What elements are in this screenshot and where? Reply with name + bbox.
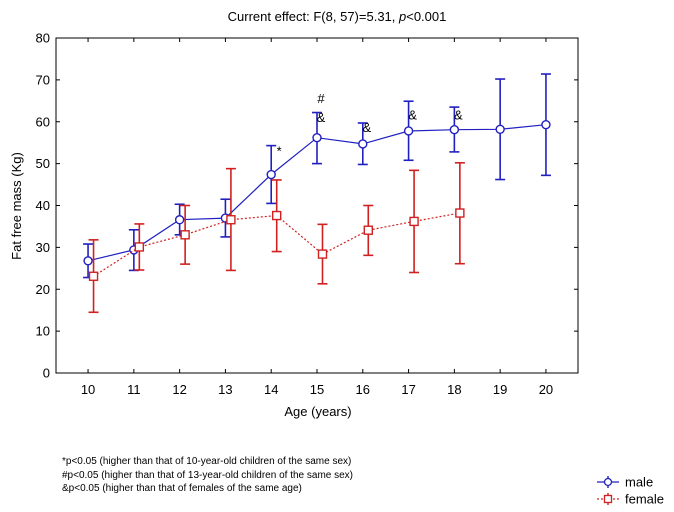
series-male (83, 73, 551, 279)
footnote-hash: #p<0.05 (higher than that of 13-year-old… (62, 469, 354, 481)
annotation-mark: & (408, 108, 417, 123)
footnote-star: *p<0.05 (higher than that of 10-year-old… (62, 456, 352, 467)
data-point-male (358, 139, 368, 149)
annotation-mark: & (454, 108, 463, 123)
legend-marker-female (603, 494, 613, 504)
y-tick-label: 70 (36, 72, 50, 87)
y-tick-label: 40 (36, 198, 50, 213)
data-point-female (363, 225, 373, 235)
legend: male female (597, 475, 664, 507)
data-point-female (180, 230, 190, 240)
data-point-female (226, 215, 236, 225)
data-point-male (495, 124, 505, 134)
data-point-male (541, 119, 551, 130)
y-tick-label: 30 (36, 240, 50, 255)
series-female (88, 161, 465, 314)
x-tick-label: 14 (264, 382, 278, 397)
chart-title: Current effect: F(8, 57)=5.31, p<0.001 (228, 9, 447, 24)
annotation-mark: & (317, 110, 326, 125)
x-tick-label: 20 (539, 382, 553, 397)
legend-marker-male (603, 477, 613, 487)
data-point-female (455, 208, 465, 218)
x-tick-label: 16 (356, 382, 370, 397)
x-tick-label: 19 (493, 382, 507, 397)
data-point-female (88, 271, 99, 281)
y-tick-label: 80 (36, 31, 50, 46)
legend-label-female: female (625, 492, 664, 507)
annotation-mark: * (277, 143, 282, 158)
y-tick-label: 10 (36, 324, 50, 339)
data-point-female (134, 242, 145, 252)
y-tick-label: 0 (43, 366, 50, 381)
x-tick-label: 13 (218, 382, 232, 397)
x-tick-label: 15 (310, 382, 324, 397)
x-tick-label: 12 (172, 382, 186, 397)
data-point-male (403, 126, 414, 136)
data-point-male (449, 125, 460, 135)
footnote-ampersand: &p<0.05 (higher than that of females of … (62, 483, 302, 494)
legend-label-male: male (625, 475, 653, 490)
annotation-mark: # (317, 91, 325, 106)
data-point-female (272, 210, 282, 221)
y-axis-label: Fat free mass (Kg) (9, 152, 24, 260)
x-axis-label: Age (years) (284, 404, 351, 419)
y-tick-label: 50 (36, 156, 50, 171)
data-point-male (174, 215, 185, 225)
x-tick-label: 17 (401, 382, 415, 397)
data-point-male (312, 132, 322, 143)
x-tick-label: 11 (127, 382, 141, 397)
y-tick-label: 60 (36, 114, 50, 129)
data-point-male (83, 256, 93, 266)
y-tick-label: 20 (36, 282, 50, 297)
x-tick-label: 18 (447, 382, 461, 397)
footnotes: *p<0.05 (higher than that of 10-year-old… (62, 455, 353, 496)
data-point-female (409, 216, 419, 227)
data-point-female (317, 249, 328, 259)
annotation-mark: & (362, 120, 371, 135)
data-point-male (266, 169, 276, 180)
x-tick-label: 10 (81, 382, 95, 397)
